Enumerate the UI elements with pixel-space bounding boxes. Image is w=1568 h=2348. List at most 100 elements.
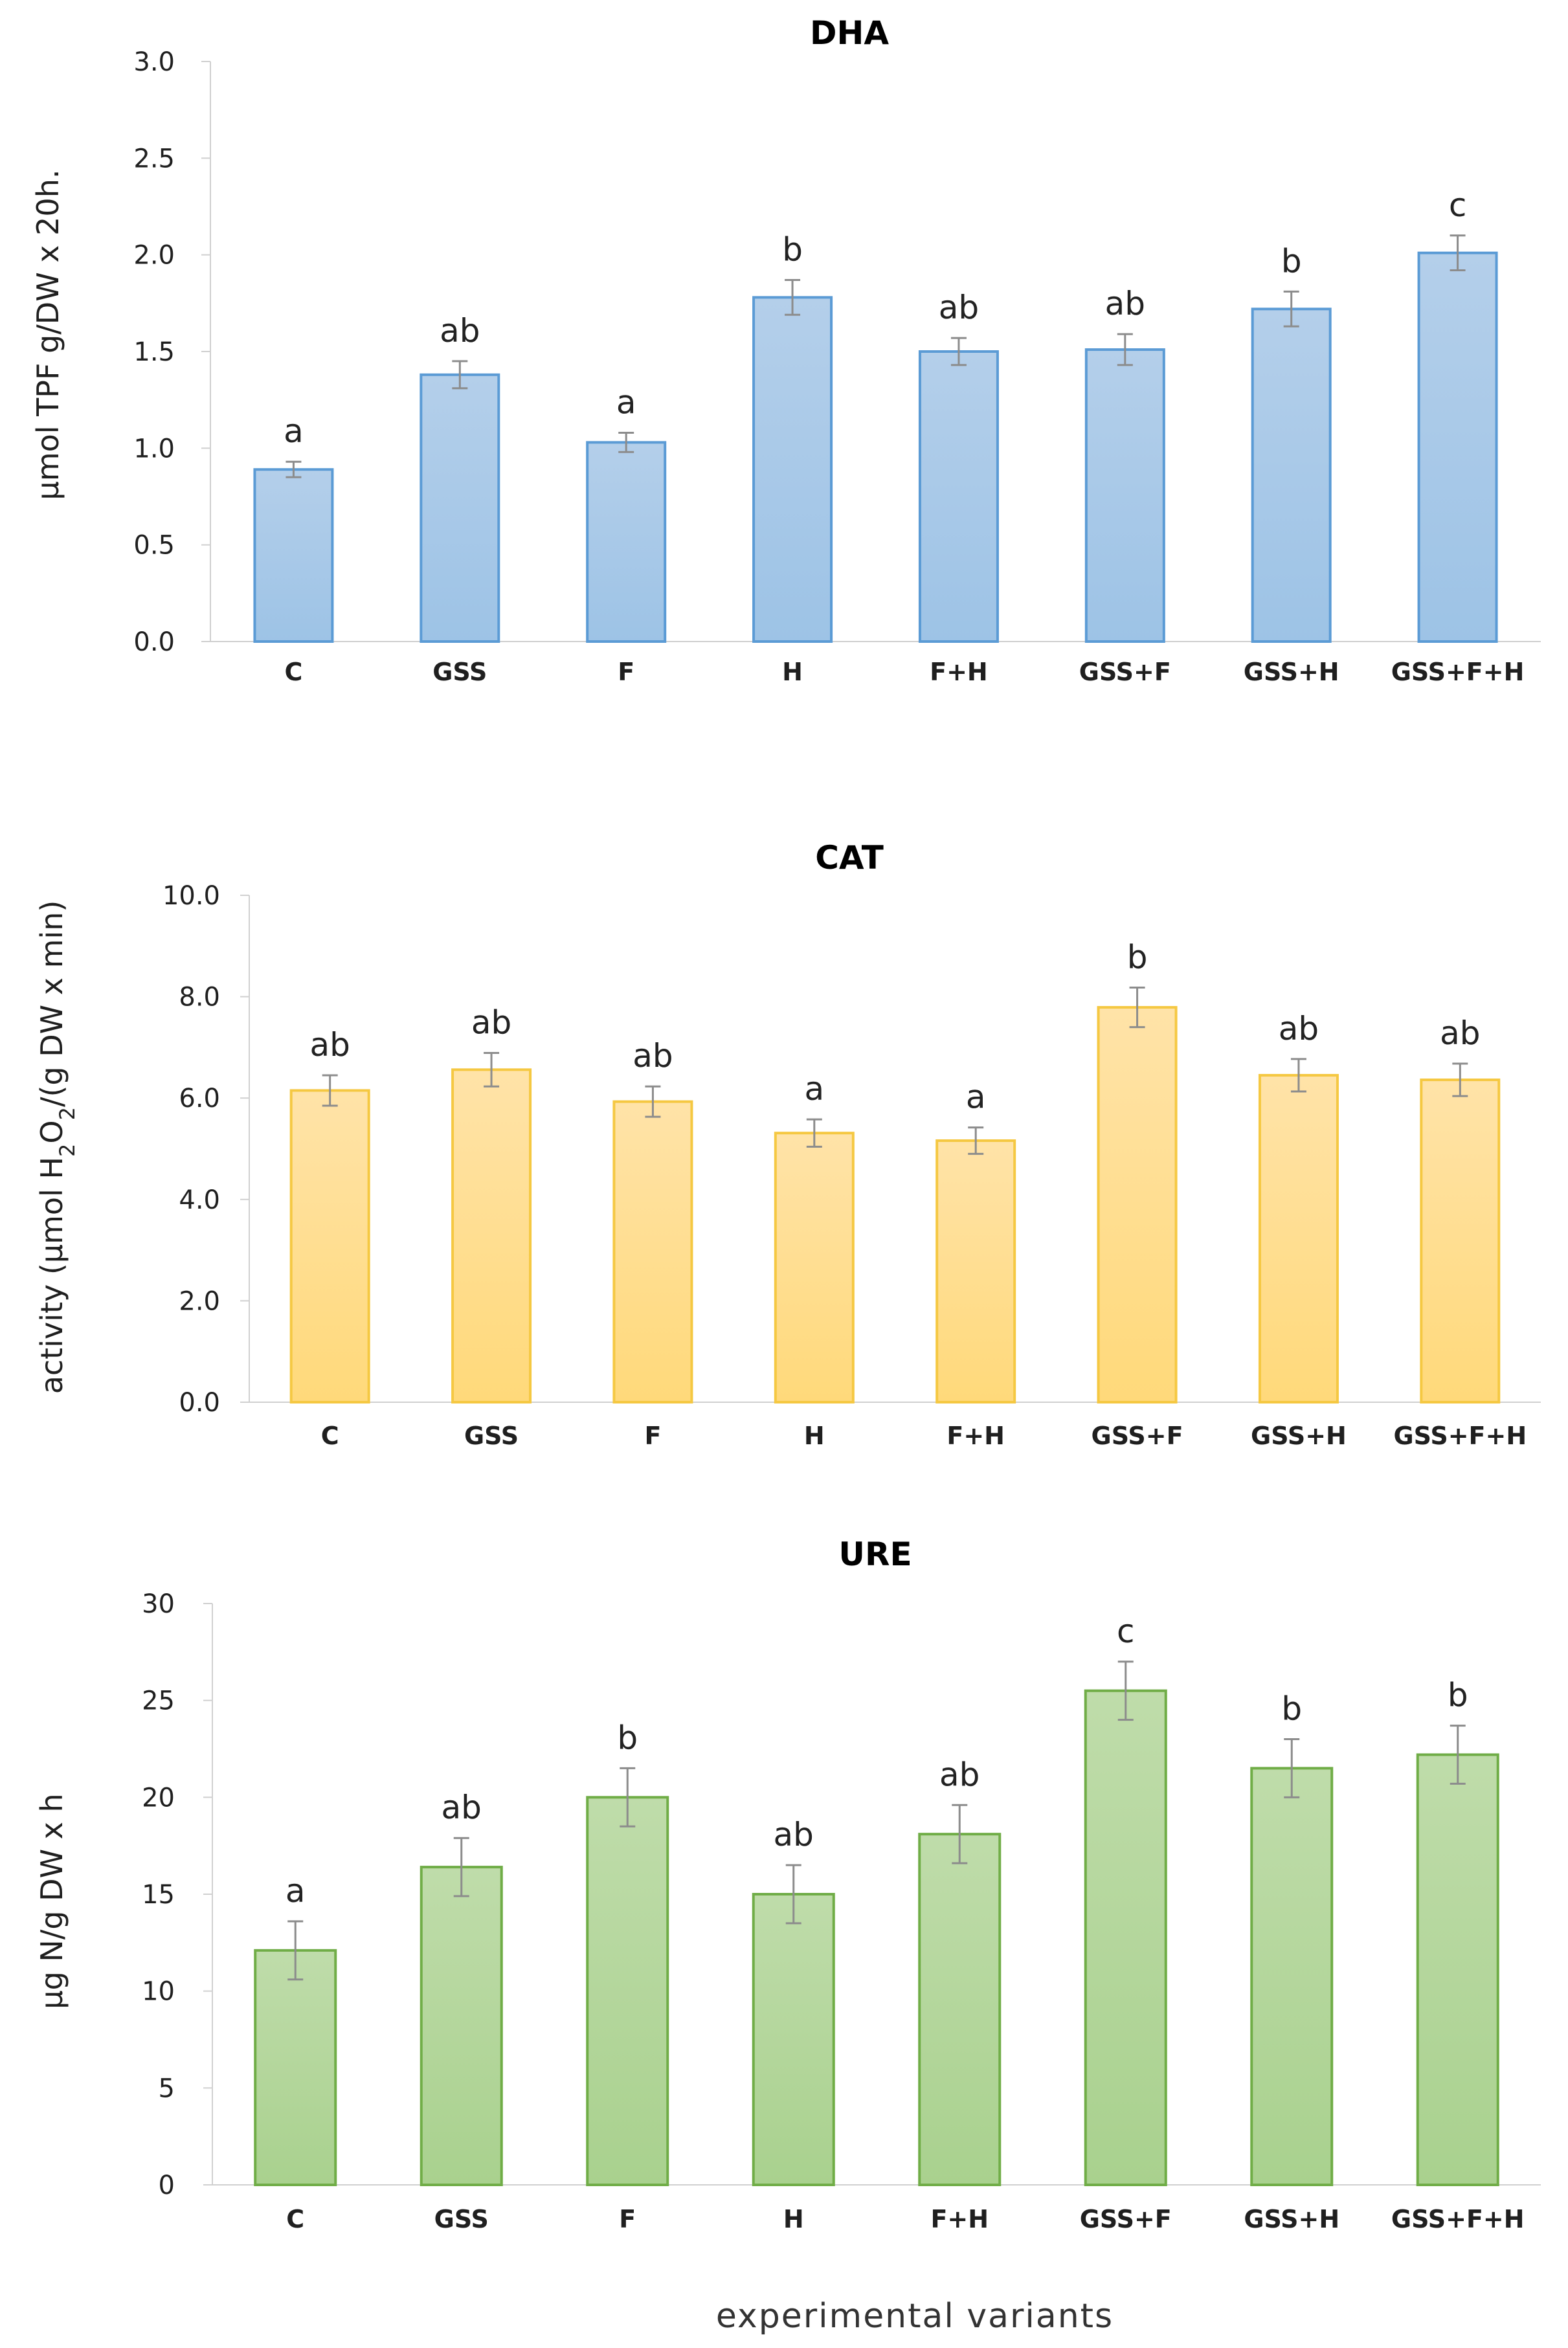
plot-area: 0 5 10 15 20 25 30 a Cab GSS b Fab Hab F+H c GSS+F b GSS+… <box>142 1589 1541 2233</box>
significance-label: c <box>1449 186 1467 224</box>
x-tick-label: C <box>286 2205 304 2233</box>
x-tick-label: GSS+H <box>1251 1422 1347 1450</box>
significance-label: a <box>804 1070 824 1108</box>
bar <box>1417 251 1498 643</box>
significance-label: ab <box>309 1026 350 1064</box>
bar <box>253 468 334 643</box>
y-tick-label: 10.0 <box>162 881 220 911</box>
x-tick-label: F <box>619 2205 636 2233</box>
bar <box>1084 1689 1167 2186</box>
significance-label: b <box>617 1719 638 1756</box>
x-tick-label: GSS+F <box>1080 2205 1172 2233</box>
bar <box>752 1893 835 2186</box>
plot-area: 0.0 0.5 1.0 1.5 2.0 2.5 3.0 a Cab GSS a Fb Hab F+H ab G… <box>133 47 1541 686</box>
y-tick-label: 25 <box>142 1686 175 1716</box>
bar <box>420 1866 503 2186</box>
x-tick-label: F <box>618 658 634 686</box>
chart-title: URE <box>838 1536 912 1573</box>
y-tick-label: 20 <box>142 1783 175 1813</box>
significance-label: b <box>1448 1677 1468 1714</box>
significance-label: ab <box>1440 1014 1480 1052</box>
significance-label: ab <box>440 312 480 350</box>
bar <box>289 1089 370 1403</box>
y-axis-label: µmol TPF g/DW x 20h. <box>30 170 65 500</box>
significance-label: ab <box>1279 1010 1319 1047</box>
x-axis-title: experimental variants <box>716 2297 1114 2336</box>
significance-label: b <box>1281 242 1302 280</box>
x-tick-label: GSS+F+H <box>1391 658 1525 686</box>
bar <box>451 1068 532 1404</box>
y-tick-label: 3.0 <box>133 47 175 77</box>
y-axis-label: activity (µmol H2O2/(g DW x min) <box>34 900 80 1394</box>
bar <box>612 1100 693 1404</box>
y-tick-label: 0.0 <box>179 1388 220 1418</box>
significance-label: a <box>966 1079 986 1116</box>
y-tick-label: 4.0 <box>179 1185 220 1215</box>
significance-label: ab <box>774 1816 814 1853</box>
bar <box>752 296 833 643</box>
significance-label: ab <box>633 1037 673 1075</box>
plot-area: 0.0 2.0 4.0 6.0 8.0 10.0 ab Cab GSS ab Fa Ha F+H b GSS… <box>162 881 1541 1450</box>
significance-label: a <box>616 383 636 421</box>
bar <box>1250 1767 1334 2186</box>
x-tick-label: H <box>782 658 803 686</box>
bar <box>254 1949 337 2186</box>
significance-label: ab <box>939 289 979 326</box>
y-tick-label: 1.0 <box>133 434 175 464</box>
bar <box>586 441 667 643</box>
x-tick-label: F <box>644 1422 661 1450</box>
significance-label: ab <box>1105 285 1145 322</box>
y-tick-label: 8.0 <box>179 983 220 1012</box>
x-tick-label: C <box>321 1422 339 1450</box>
x-tick-label: H <box>783 2205 804 2233</box>
x-tick-label: GSS+F <box>1092 1422 1183 1450</box>
x-tick-label: GSS <box>434 2205 489 2233</box>
y-tick-label: 2.5 <box>133 144 175 173</box>
x-tick-label: F+H <box>946 1422 1005 1450</box>
bar <box>1251 307 1332 643</box>
significance-label: b <box>1127 939 1148 976</box>
significance-label: ab <box>442 1789 482 1826</box>
y-tick-label: 10 <box>142 1977 175 2007</box>
x-tick-label: C <box>284 658 302 686</box>
bar <box>1258 1073 1339 1403</box>
y-tick-label: 6.0 <box>179 1084 220 1113</box>
significance-label: c <box>1117 1613 1135 1650</box>
x-tick-label: GSS+F+H <box>1391 2205 1525 2233</box>
bar <box>1416 1753 1499 2186</box>
x-tick-label: GSS+H <box>1244 658 1339 686</box>
chart-ure: URE µg N/g DW x h 0 5 10 15 20 25 30 a Cab GSS b Fa… <box>34 1536 1541 2233</box>
x-tick-label: GSS+F <box>1079 658 1171 686</box>
y-tick-label: 0.5 <box>133 531 175 561</box>
bar <box>1097 1006 1178 1403</box>
y-tick-label: 5 <box>159 2074 175 2103</box>
bar <box>774 1132 855 1404</box>
y-tick-label: 30 <box>142 1589 175 1619</box>
x-tick-label: F+H <box>930 2205 989 2233</box>
y-tick-label: 0 <box>159 2171 175 2200</box>
significance-label: ab <box>471 1004 511 1042</box>
bar <box>918 350 999 643</box>
significance-label: ab <box>939 1756 980 1793</box>
y-axis-label: µg N/g DW x h <box>34 1793 69 2009</box>
x-tick-label: GSS+F+H <box>1393 1422 1527 1450</box>
y-tick-label: 0.0 <box>133 627 175 657</box>
x-tick-label: GSS <box>432 658 487 686</box>
chart-dha: DHA µmol TPF g/DW x 20h. 0.0 0.5 1.0 1.5 2.0… <box>30 14 1541 686</box>
significance-label: b <box>782 230 803 268</box>
x-tick-label: GSS+H <box>1244 2205 1339 2233</box>
bar <box>586 1796 669 2186</box>
significance-label: a <box>286 1872 306 1910</box>
significance-label: a <box>284 412 304 450</box>
chart-title: CAT <box>815 839 884 877</box>
bar <box>1084 348 1165 643</box>
x-tick-label: GSS <box>464 1422 519 1450</box>
y-tick-label: 2.0 <box>179 1286 220 1316</box>
x-tick-label: F+H <box>930 658 988 686</box>
chart-cat: CAT activity (µmol H2O2/(g DW x min) 0.0… <box>34 839 1541 1450</box>
bar <box>935 1139 1016 1404</box>
bar <box>1420 1079 1501 1403</box>
bar <box>420 373 500 643</box>
significance-label: b <box>1281 1690 1302 1728</box>
